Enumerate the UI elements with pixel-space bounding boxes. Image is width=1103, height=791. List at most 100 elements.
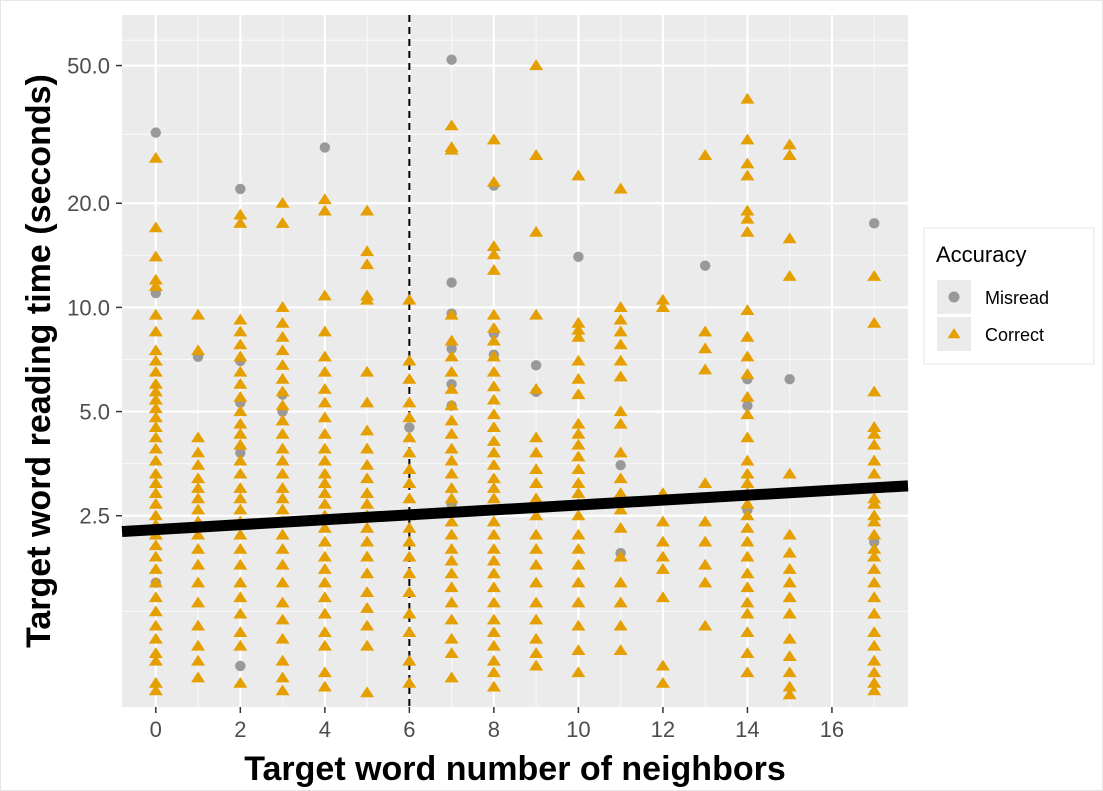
legend-label-correct: Correct [985, 325, 1044, 345]
correct-point [148, 431, 163, 443]
correct-point [402, 293, 417, 305]
correct-point [867, 676, 882, 688]
correct-point [148, 550, 163, 562]
correct-point [529, 613, 544, 625]
plot-panel [122, 15, 908, 707]
regression-line [121, 480, 909, 538]
correct-point [444, 632, 459, 644]
correct-point [486, 613, 501, 625]
correct-point [317, 626, 332, 637]
correct-point [148, 273, 163, 285]
correct-point [360, 458, 375, 470]
correct-point [571, 427, 586, 439]
correct-point [529, 446, 544, 458]
correct-point [360, 487, 375, 498]
correct-point [148, 539, 163, 551]
correct-point [782, 607, 797, 619]
correct-point [613, 338, 628, 350]
misread-point [530, 360, 542, 371]
y-tick-label: 10.0 [67, 295, 110, 320]
correct-point [867, 438, 882, 450]
correct-point [317, 365, 332, 377]
correct-point [148, 647, 163, 658]
correct-point [360, 602, 375, 613]
correct-point [444, 528, 459, 540]
correct-point [571, 509, 586, 521]
correct-point [486, 322, 501, 333]
correct-point [233, 365, 248, 377]
correct-point [867, 528, 882, 540]
correct-point [444, 542, 459, 554]
correct-point [486, 482, 501, 493]
correct-point [782, 546, 797, 558]
correct-point [444, 467, 459, 479]
correct-point [740, 350, 755, 362]
correct-point [402, 535, 417, 547]
correct-point [233, 217, 248, 228]
correct-point [867, 316, 882, 328]
x-tick-label: 8 [488, 717, 500, 742]
correct-point [486, 515, 501, 527]
correct-point [148, 454, 163, 466]
correct-point [486, 308, 501, 320]
misread-point [784, 374, 795, 385]
correct-point [740, 596, 755, 608]
correct-point [613, 405, 628, 417]
correct-point [782, 563, 797, 574]
correct-point [191, 482, 206, 493]
correct-point [191, 503, 206, 515]
correct-point [571, 417, 586, 429]
correct-point [191, 431, 206, 443]
correct-point [486, 654, 501, 666]
correct-point [486, 175, 501, 187]
correct-point [571, 388, 586, 400]
correct-point [275, 442, 290, 454]
correct-point [444, 119, 459, 131]
correct-point [233, 377, 248, 389]
correct-point [360, 639, 375, 651]
correct-point [233, 558, 248, 570]
correct-point [360, 619, 375, 631]
correct-point [782, 232, 797, 244]
correct-point [191, 458, 206, 470]
correct-point [486, 264, 501, 275]
correct-point [698, 363, 713, 375]
correct-point [317, 411, 332, 423]
correct-point [317, 521, 332, 533]
correct-point [529, 308, 544, 320]
correct-point [571, 528, 586, 540]
correct-point [613, 472, 628, 484]
correct-point [275, 344, 290, 356]
correct-point [360, 245, 375, 257]
correct-point [486, 581, 501, 593]
correct-point [867, 497, 882, 509]
correct-point [275, 596, 290, 608]
correct-point [233, 528, 248, 540]
correct-point [317, 382, 332, 394]
correct-point [233, 639, 248, 651]
correct-point [867, 385, 882, 397]
correct-point [148, 576, 163, 588]
correct-point [571, 558, 586, 570]
correct-point [613, 446, 628, 458]
correct-point [486, 596, 501, 608]
correct-point [867, 639, 882, 651]
correct-point [444, 414, 459, 426]
correct-point [233, 438, 248, 450]
correct-point [402, 372, 417, 384]
correct-point [317, 204, 332, 216]
correct-point [148, 325, 163, 337]
correct-point [867, 591, 882, 603]
correct-point [529, 647, 544, 658]
correct-point [275, 528, 290, 540]
correct-point [148, 308, 163, 320]
correct-point [233, 454, 248, 466]
correct-point [782, 138, 797, 150]
correct-point [740, 133, 755, 145]
correct-point [613, 370, 628, 382]
correct-point [275, 372, 290, 384]
correct-point [867, 421, 882, 432]
correct-point [402, 492, 417, 504]
correct-point [148, 354, 163, 366]
misread-point [868, 218, 880, 229]
